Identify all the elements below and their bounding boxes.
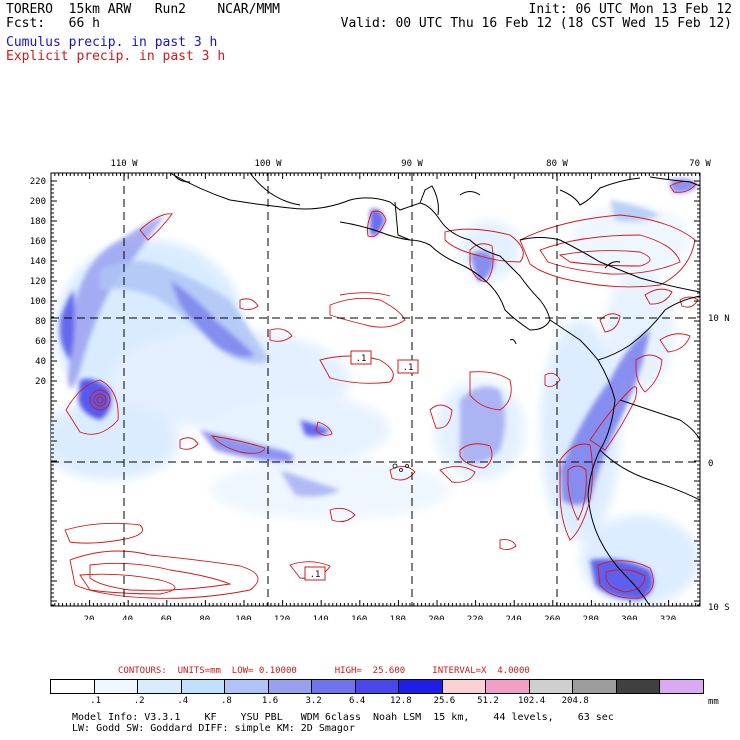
left-axis-label: 220 bbox=[30, 177, 46, 187]
lon-label: 80 W bbox=[546, 159, 568, 169]
left-axis-label: 40 bbox=[35, 357, 46, 367]
colorbar-tick-label: 12.8 bbox=[389, 696, 412, 706]
init-time: Init: 06 UTC Mon 13 Feb 12 bbox=[528, 2, 733, 17]
latitude-labels: 10 N 0 10 S bbox=[708, 314, 730, 613]
lat-label: 0 bbox=[708, 459, 713, 469]
bottom-axis-label: 140 bbox=[312, 615, 328, 620]
colorbar-swatch bbox=[181, 680, 226, 693]
header-right: Init: 06 UTC Mon 13 Feb 12 Valid: 00 UTC … bbox=[341, 3, 732, 31]
galapagos-islands bbox=[392, 463, 409, 472]
bottom-axis-label: 180 bbox=[390, 615, 406, 620]
colorbar-swatch bbox=[94, 680, 139, 693]
colorbar-swatch bbox=[442, 680, 487, 693]
forecast-hour: Fcst: 66 h bbox=[6, 16, 100, 31]
colorbar-swatch bbox=[573, 680, 617, 693]
bottom-axis-label: 80 bbox=[199, 615, 210, 620]
bottom-axis-label: 20 bbox=[84, 615, 95, 620]
lon-label: 70 W bbox=[689, 159, 711, 169]
colorbar-swatch bbox=[268, 680, 313, 693]
bottom-axis-label: 60 bbox=[161, 615, 172, 620]
colorbar bbox=[50, 679, 704, 694]
coastlines bbox=[169, 173, 700, 606]
left-axis-label: 80 bbox=[35, 317, 46, 327]
contour-label: .1 bbox=[310, 570, 321, 580]
colorbar-tick-label: 102.4 bbox=[518, 696, 546, 706]
colorbar-ticks: .1 .2 .4 .8 1.6 3.2 6.4 12.8 25.6 51.2 102.4 204.8 bbox=[50, 696, 704, 708]
colorbar-tick-label: 51.2 bbox=[477, 696, 499, 706]
legend-cumulus: Cumulus precip. in past 3 h bbox=[6, 35, 218, 50]
colorbar-swatch bbox=[616, 680, 661, 693]
colorbar-tick-label: 6.4 bbox=[349, 696, 366, 706]
left-axis-label: 20 bbox=[35, 377, 46, 387]
contour-label: .1 bbox=[403, 363, 414, 373]
colorbar-tick-label: 3.2 bbox=[305, 696, 322, 706]
bottom-axis-label: 200 bbox=[428, 615, 444, 620]
colorbar-tick-label: .2 bbox=[133, 696, 145, 706]
left-axis-label: 120 bbox=[30, 277, 46, 287]
left-axis-label: 180 bbox=[30, 217, 46, 227]
colorbar-tick-label: 204.8 bbox=[561, 696, 589, 706]
bottom-axis-label: 320 bbox=[660, 615, 676, 620]
valid-time: Valid: 00 UTC Thu 16 Feb 12 (18 CST Wed … bbox=[340, 16, 732, 31]
bottom-axis-label: 100 bbox=[235, 615, 251, 620]
lat-label: 10 S bbox=[708, 603, 730, 613]
left-axis-label: 60 bbox=[35, 337, 46, 347]
bottom-axis-label: 160 bbox=[351, 615, 367, 620]
left-axis-label: 140 bbox=[30, 257, 46, 267]
colorbar-swatch bbox=[225, 680, 269, 693]
colorbar-swatch bbox=[660, 680, 703, 693]
colorbar-swatch bbox=[51, 680, 95, 693]
colorbar-swatch bbox=[486, 680, 530, 693]
colorbar-tick-label: 25.6 bbox=[433, 696, 456, 706]
lon-label: 90 W bbox=[401, 159, 423, 169]
model-info: Model Info: V3.3.1 KF YSU PBL WDM 6class… bbox=[72, 712, 614, 734]
colorbar-swatch bbox=[355, 680, 400, 693]
contour-info: CONTOURS: UNITS=mm LOW= 0.10000 HIGH= 25… bbox=[118, 666, 530, 676]
left-axis-labels: 220 200 180 160 140 120 100 80 60 40 20 bbox=[30, 177, 46, 387]
model-info-line2: LW: Godd SW: Goddard DIFF: simple KM: 2D… bbox=[72, 723, 355, 734]
title-line: TORERO 15km ARW Run2 NCAR/MMM bbox=[6, 2, 280, 17]
lat-lon-grid bbox=[51, 173, 700, 606]
colorbar-tick-label: .1 bbox=[90, 696, 102, 706]
bottom-axis-labels: 20 40 60 80 100 120 140 160 180 200 220 240 260 280 30… bbox=[84, 615, 677, 620]
explicit-precip-contours bbox=[64, 181, 699, 599]
bottom-axis-label: 280 bbox=[583, 615, 599, 620]
colorbar-swatch bbox=[312, 680, 356, 693]
lon-label: 100 W bbox=[254, 159, 282, 169]
contour-labels: .1 .1 .1 bbox=[304, 350, 419, 581]
left-axis-label: 160 bbox=[30, 237, 46, 247]
legend-explicit: Explicit precip. in past 3 h bbox=[6, 49, 226, 64]
colorbar-swatch bbox=[529, 680, 574, 693]
axis-ticks bbox=[50, 173, 700, 606]
colorbar-swatch bbox=[138, 680, 182, 693]
precip-map: .1 .1 .1 110 W 100 W 90 W 80 W 70 W 10 N… bbox=[30, 159, 730, 620]
bottom-axis-label: 220 bbox=[467, 615, 483, 620]
bottom-axis-label: 240 bbox=[505, 615, 521, 620]
bottom-axis-label: 40 bbox=[122, 615, 133, 620]
header-left: TORERO 15km ARW Run2 NCAR/MMM Fcst: 66 h bbox=[6, 3, 280, 31]
longitude-labels: 110 W 100 W 90 W 80 W 70 W bbox=[110, 159, 711, 169]
left-axis-label: 100 bbox=[30, 297, 46, 307]
lat-label: 10 N bbox=[708, 314, 730, 324]
bottom-axis-label: 120 bbox=[274, 615, 290, 620]
colorbar-tick-label: 1.6 bbox=[261, 696, 279, 706]
bottom-axis-label: 300 bbox=[621, 615, 637, 620]
colorbar-tick-label: .8 bbox=[220, 696, 232, 706]
left-axis-label: 200 bbox=[30, 197, 46, 207]
model-info-line1: Model Info: V3.3.1 KF YSU PBL WDM 6class… bbox=[72, 712, 614, 723]
colorbar-tick-label: .4 bbox=[177, 696, 189, 706]
lon-label: 110 W bbox=[110, 159, 138, 169]
colorbar-unit: mm bbox=[708, 697, 719, 707]
contour-label: .1 bbox=[356, 354, 367, 364]
bottom-axis-label: 260 bbox=[544, 615, 560, 620]
colorbar-swatch bbox=[399, 680, 443, 693]
